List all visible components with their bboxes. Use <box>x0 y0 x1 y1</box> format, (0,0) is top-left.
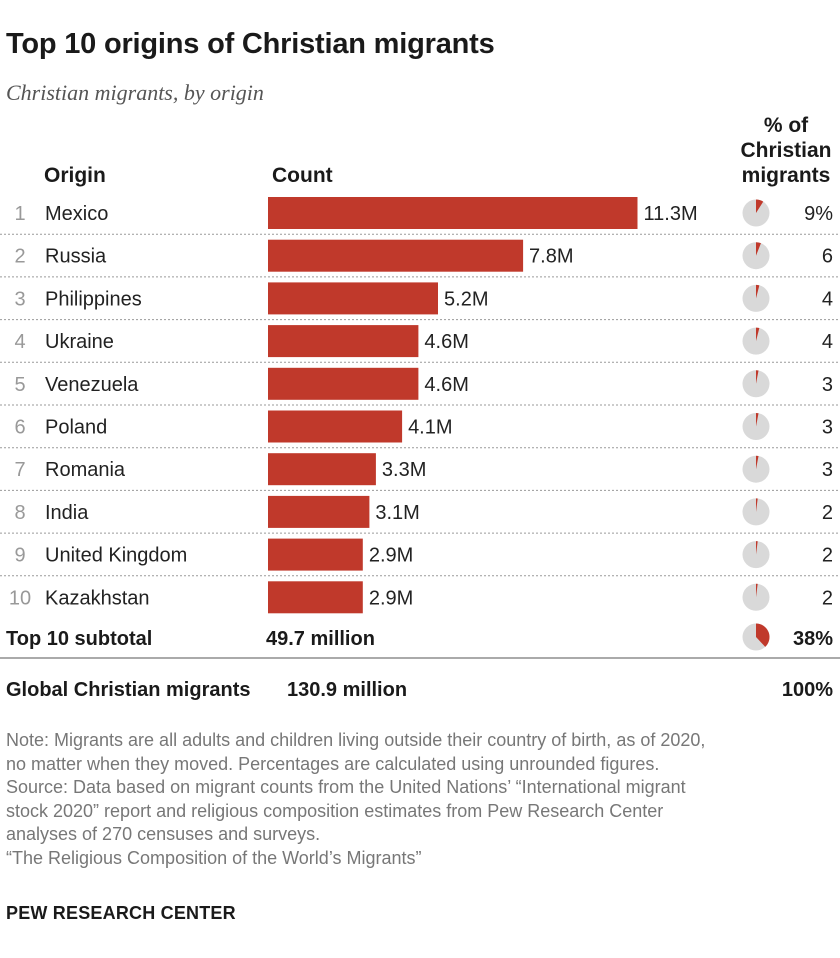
bar <box>268 453 376 486</box>
bar-value-label: 5.2M <box>444 288 488 310</box>
share-pie <box>742 413 770 440</box>
share-pie <box>742 327 770 355</box>
bar-chart: 1 Mexico 11.3M 9% 2 Russia 7.8M 6 3 Philippines 5.… <box>0 197 840 701</box>
origin-label: Romania <box>45 459 126 481</box>
column-header-percent: % of Christian migrants <box>700 113 840 188</box>
share-pie <box>742 242 770 270</box>
share-pie-slice <box>756 327 760 342</box>
column-header-percent-line-2: Christian <box>740 139 832 162</box>
origin-label: Mexico <box>45 203 108 225</box>
bar-value-label: 7.8M <box>529 246 573 268</box>
share-pie-slice <box>756 284 760 299</box>
bar <box>268 581 363 614</box>
total-label: Global Christian migrants <box>6 679 250 701</box>
subtotal-share: 38% <box>793 628 833 650</box>
rank-label: 5 <box>14 374 25 396</box>
source-line: Source: Data based on migrant counts fro… <box>6 777 686 798</box>
subtotal-pie-slice <box>756 623 770 647</box>
share-label: 4 <box>822 288 833 310</box>
bar <box>268 325 419 358</box>
bar-value-label: 4.6M <box>424 374 468 396</box>
origin-label: Philippines <box>45 288 142 310</box>
notes: Note: Migrants are all adults and childr… <box>6 729 836 871</box>
share-pie-background <box>742 498 770 526</box>
origin-label: Ukraine <box>45 331 114 353</box>
footer-brand: PEW RESEARCH CENTER <box>6 903 236 923</box>
chart-subtitle: Christian migrants, by origin <box>6 80 264 105</box>
column-header-count: Count <box>272 164 333 187</box>
origin-label: Kazakhstan <box>45 587 150 609</box>
total-count: 130.9 million <box>287 679 407 701</box>
share-pie-slice <box>756 583 758 598</box>
bar-value-label: 2.9M <box>369 545 413 567</box>
bar <box>268 538 363 571</box>
share-label: 6 <box>822 246 833 268</box>
share-pie-slice <box>756 498 758 512</box>
share-pie-slice <box>756 370 759 384</box>
report-title-line: “The Religious Composition of the World’… <box>6 847 422 868</box>
share-pie <box>742 370 770 398</box>
origin-label: Poland <box>45 417 107 439</box>
rank-label: 8 <box>14 502 25 524</box>
share-pie-slice <box>756 455 759 470</box>
share-pie <box>742 583 770 611</box>
share-label: 2 <box>822 587 833 609</box>
bar <box>268 367 419 400</box>
bar-value-label: 4.1M <box>408 417 452 439</box>
bar-value-label: 2.9M <box>369 587 413 609</box>
rank-label: 1 <box>14 203 25 225</box>
rank-label: 4 <box>14 331 25 353</box>
share-label: 3 <box>822 459 833 481</box>
column-header-percent-line-3: migrants <box>741 164 831 187</box>
bar <box>268 282 438 315</box>
origin-label: Russia <box>45 246 107 268</box>
share-label: 4 <box>822 331 833 353</box>
bar <box>268 239 524 272</box>
column-header-origin: Origin <box>44 164 106 187</box>
rank-label: 9 <box>14 545 25 567</box>
bar <box>268 410 403 443</box>
share-pie <box>742 455 770 483</box>
share-pie-slice <box>756 541 758 555</box>
subtotal-label: Top 10 subtotal <box>6 628 152 650</box>
share-pie <box>742 541 770 569</box>
note-line: Note: Migrants are all adults and childr… <box>6 730 706 750</box>
origin-label: Venezuela <box>45 374 139 396</box>
note-line: no matter when they moved. Percentages a… <box>6 753 660 774</box>
subtotal-pie <box>742 623 770 651</box>
share-pie <box>742 498 770 526</box>
bar <box>268 495 370 528</box>
bar-value-label: 4.6M <box>424 331 468 353</box>
bar-value-label: 11.3M <box>644 203 698 225</box>
column-header-percent-line-1: % of <box>763 114 809 137</box>
rank-label: 6 <box>14 417 25 439</box>
share-label: 2 <box>822 502 833 524</box>
subtotal-count: 49.7 million <box>266 628 375 650</box>
share-pie-slice <box>756 413 759 427</box>
source-line: analyses of 270 censuses and surveys. <box>6 824 321 845</box>
chart-title: Top 10 origins of Christian migrants <box>6 28 495 60</box>
share-pie-slice <box>756 242 761 256</box>
rank-label: 2 <box>14 246 25 268</box>
share-pie <box>742 199 770 227</box>
rank-label: 7 <box>14 459 25 481</box>
origin-label: India <box>45 502 89 524</box>
rank-label: 3 <box>14 288 25 310</box>
origin-label: United Kingdom <box>45 545 187 567</box>
share-pie <box>742 284 770 312</box>
bar-value-label: 3.1M <box>375 502 419 524</box>
share-label: 3 <box>822 374 833 396</box>
total-share: 100% <box>782 679 833 701</box>
bar <box>268 197 638 229</box>
bar-value-label: 3.3M <box>382 459 426 481</box>
share-label: 2 <box>822 545 833 567</box>
share-label: 9% <box>804 203 833 225</box>
rank-label: 10 <box>9 587 31 609</box>
share-label: 3 <box>822 417 833 439</box>
source-line: stock 2020” report and religious composi… <box>6 800 664 821</box>
share-pie-slice <box>756 199 764 213</box>
share-pie-background <box>742 242 770 270</box>
